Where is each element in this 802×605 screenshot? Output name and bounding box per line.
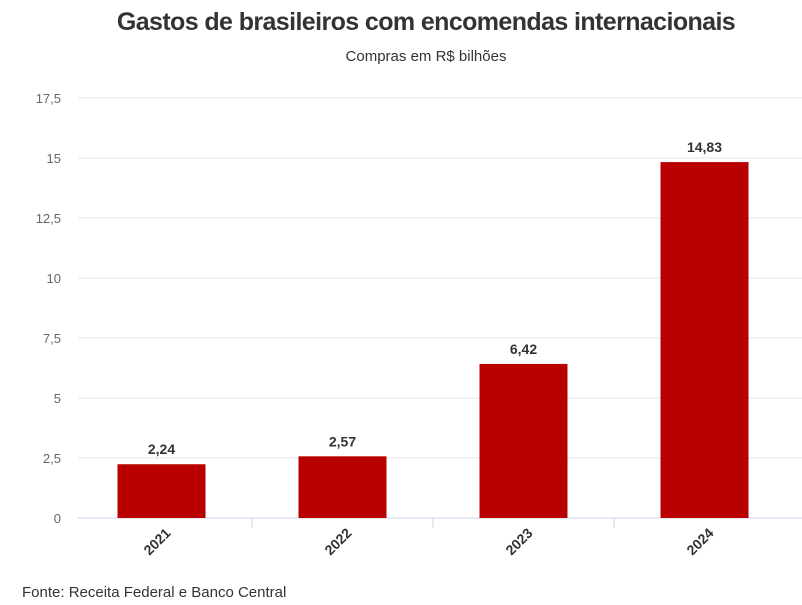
y-tick-label: 10 [47,271,61,286]
x-axis-ticks: 2021 2022 2023 2024 [140,518,717,558]
x-tick-label-2024: 2024 [683,525,716,558]
chart-title: Gastos de brasileiros com encomendas int… [116,8,736,36]
y-tick-label: 17,5 [36,91,61,106]
y-tick-label: 12,5 [36,211,61,226]
data-label-2022: 2,57 [329,433,356,449]
chart-subtitle: Compras em R$ bilhões [345,48,507,65]
plot-area: 0 2,5 5 7,5 10 12,5 15 17,5 2,24 2,57 6,42 14,83 2… [36,91,802,558]
y-axis-ticks: 0 2,5 5 7,5 10 12,5 15 17,5 [36,91,61,526]
bar-2023 [479,363,568,518]
y-tick-label: 7,5 [43,331,61,346]
y-tick-label: 5 [54,391,61,406]
data-label-2024: 14,83 [687,139,722,155]
x-tick-label-2021: 2021 [140,525,173,558]
bar-2024 [660,162,749,518]
data-labels: 2,24 2,57 6,42 14,83 [148,139,722,457]
x-tick-label-2023: 2023 [502,525,535,558]
bar-2022 [298,456,387,518]
data-label-2021: 2,24 [148,441,175,457]
source-note: Fonte: Receita Federal e Banco Central [22,584,287,601]
y-tick-label: 2,5 [43,451,61,466]
bars [117,162,749,518]
x-tick-label-2022: 2022 [321,525,354,558]
bar-2021 [117,464,206,518]
y-tick-label: 0 [54,511,61,526]
data-label-2023: 6,42 [510,341,537,357]
y-tick-label: 15 [47,151,61,166]
